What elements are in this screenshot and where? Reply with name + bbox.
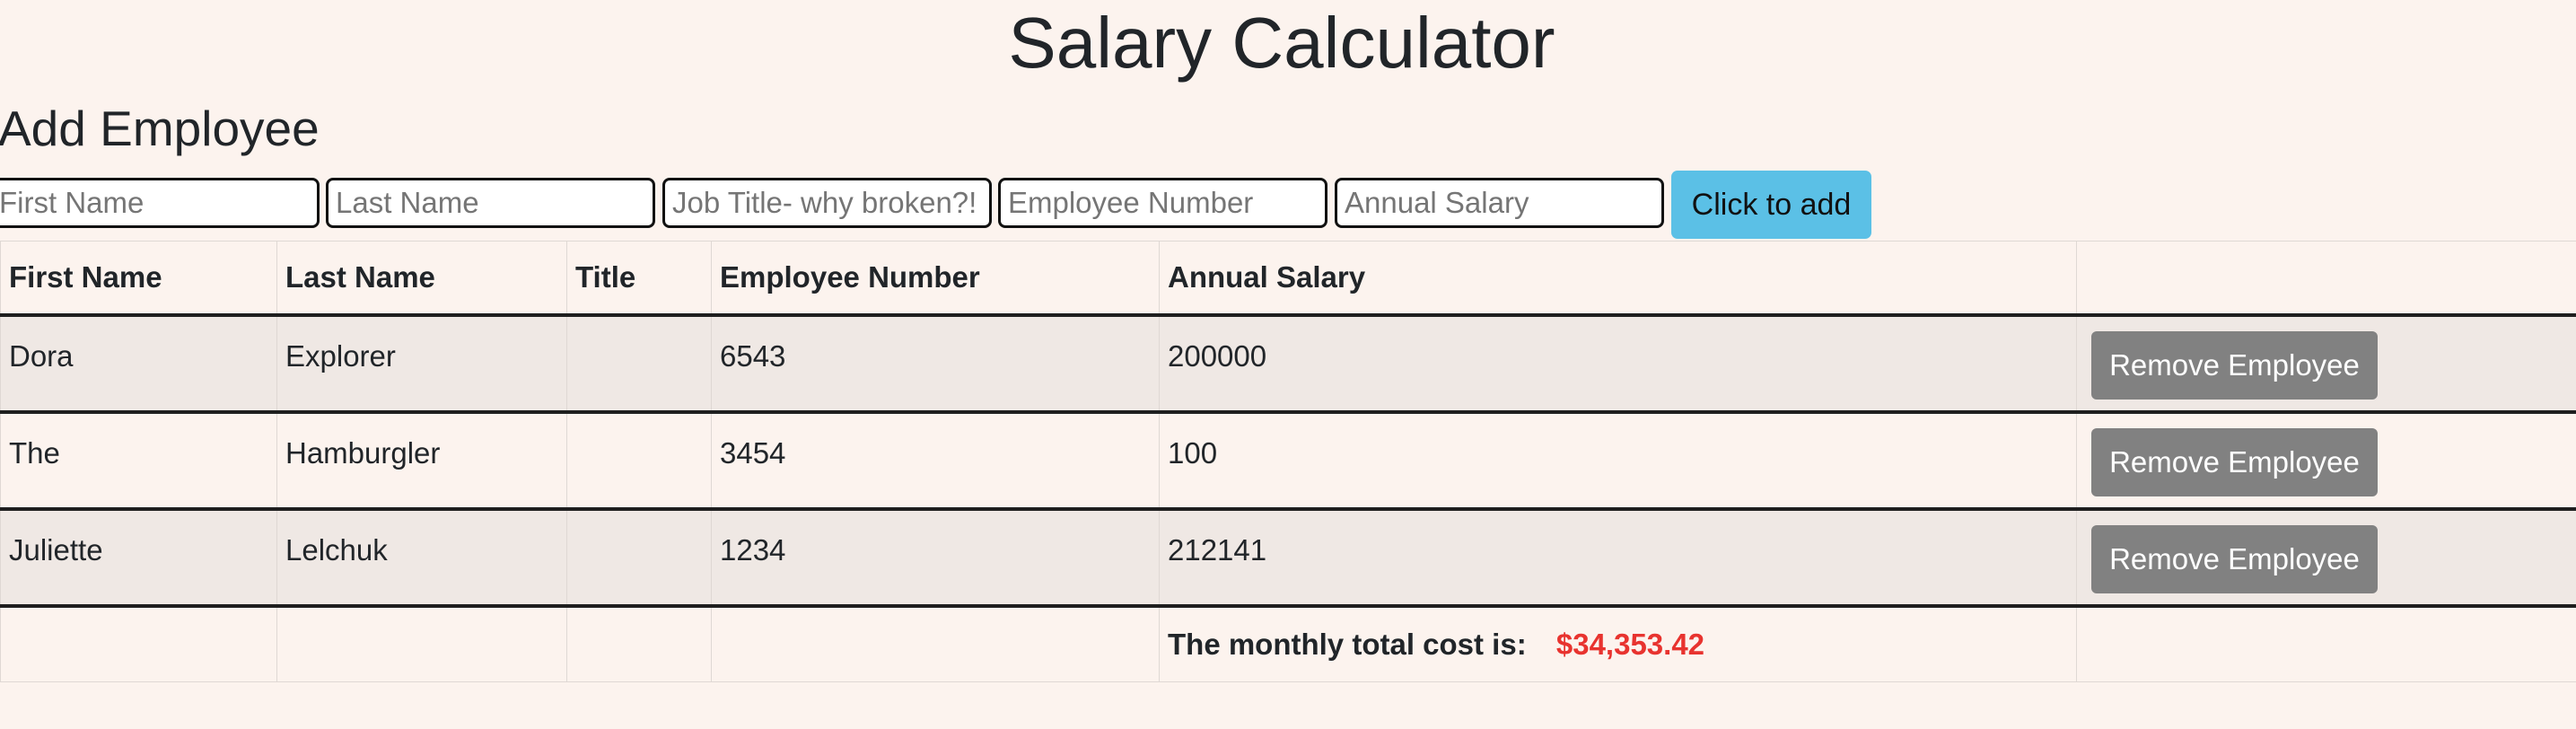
column-header-annual-salary: Annual Salary [1159,241,2077,317]
add-employee-form: Click to add [0,171,2576,242]
cell-title [566,508,712,608]
footer-empty-cell [711,605,1160,682]
cell-annual-salary: 100 [1159,411,2077,511]
cell-first-name: Juliette [0,508,277,608]
remove-employee-button[interactable]: Remove Employee [2091,331,2378,400]
column-header-last-name: Last Name [276,241,567,317]
footer-empty-cell [2076,605,2576,682]
column-header-title: Title [566,241,712,317]
employee-number-input[interactable] [998,178,1327,228]
footer-empty-cell [0,605,277,682]
cell-last-name: Explorer [276,314,567,414]
cell-employee-number: 3454 [711,411,1160,511]
cell-first-name: The [0,411,277,511]
total-row: The monthly total cost is: $34,353.42 [0,605,2576,682]
table-header: First Name Last Name Title Employee Numb… [0,241,2576,317]
column-header-employee-number: Employee Number [711,241,1160,317]
cell-first-name: Dora [0,314,277,414]
table-footer: The monthly total cost is: $34,353.42 [0,605,2576,682]
cell-actions: Remove Employee [2076,411,2576,511]
remove-employee-button[interactable]: Remove Employee [2091,428,2378,496]
cell-title [566,411,712,511]
cell-title [566,314,712,414]
cell-actions: Remove Employee [2076,314,2576,414]
column-header-actions [2076,241,2576,317]
monthly-total-cell: The monthly total cost is: $34,353.42 [1159,605,2077,682]
job-title-input[interactable] [662,178,992,228]
table-body: Dora Explorer 6543 200000 Remove Employe… [0,314,2576,608]
monthly-total-label: The monthly total cost is: [1168,628,1527,661]
table-row: Dora Explorer 6543 200000 Remove Employe… [0,314,2576,414]
page-title: Salary Calculator [1008,3,1555,83]
employee-table-container: First Name Last Name Title Employee Numb… [0,241,2576,682]
table-row: The Hamburgler 3454 100 Remove Employee [0,411,2576,511]
remove-employee-button[interactable]: Remove Employee [2091,525,2378,593]
annual-salary-input[interactable] [1335,178,1664,228]
employee-table: First Name Last Name Title Employee Numb… [0,241,2576,682]
table-row: Juliette Lelchuk 1234 212141 Remove Empl… [0,508,2576,608]
cell-annual-salary: 212141 [1159,508,2077,608]
cell-employee-number: 1234 [711,508,1160,608]
last-name-input[interactable] [326,178,655,228]
footer-empty-cell [276,605,567,682]
cell-annual-salary: 200000 [1159,314,2077,414]
footer-empty-cell [566,605,712,682]
add-employee-button[interactable]: Click to add [1671,171,1871,239]
column-header-first-name: First Name [0,241,277,317]
first-name-input[interactable] [0,178,320,228]
add-employee-heading: Add Employee [0,101,320,156]
cell-last-name: Hamburgler [276,411,567,511]
cell-last-name: Lelchuk [276,508,567,608]
monthly-total-value: $34,353.42 [1555,628,1705,661]
cell-actions: Remove Employee [2076,508,2576,608]
cell-employee-number: 6543 [711,314,1160,414]
table-header-row: First Name Last Name Title Employee Numb… [0,241,2576,317]
